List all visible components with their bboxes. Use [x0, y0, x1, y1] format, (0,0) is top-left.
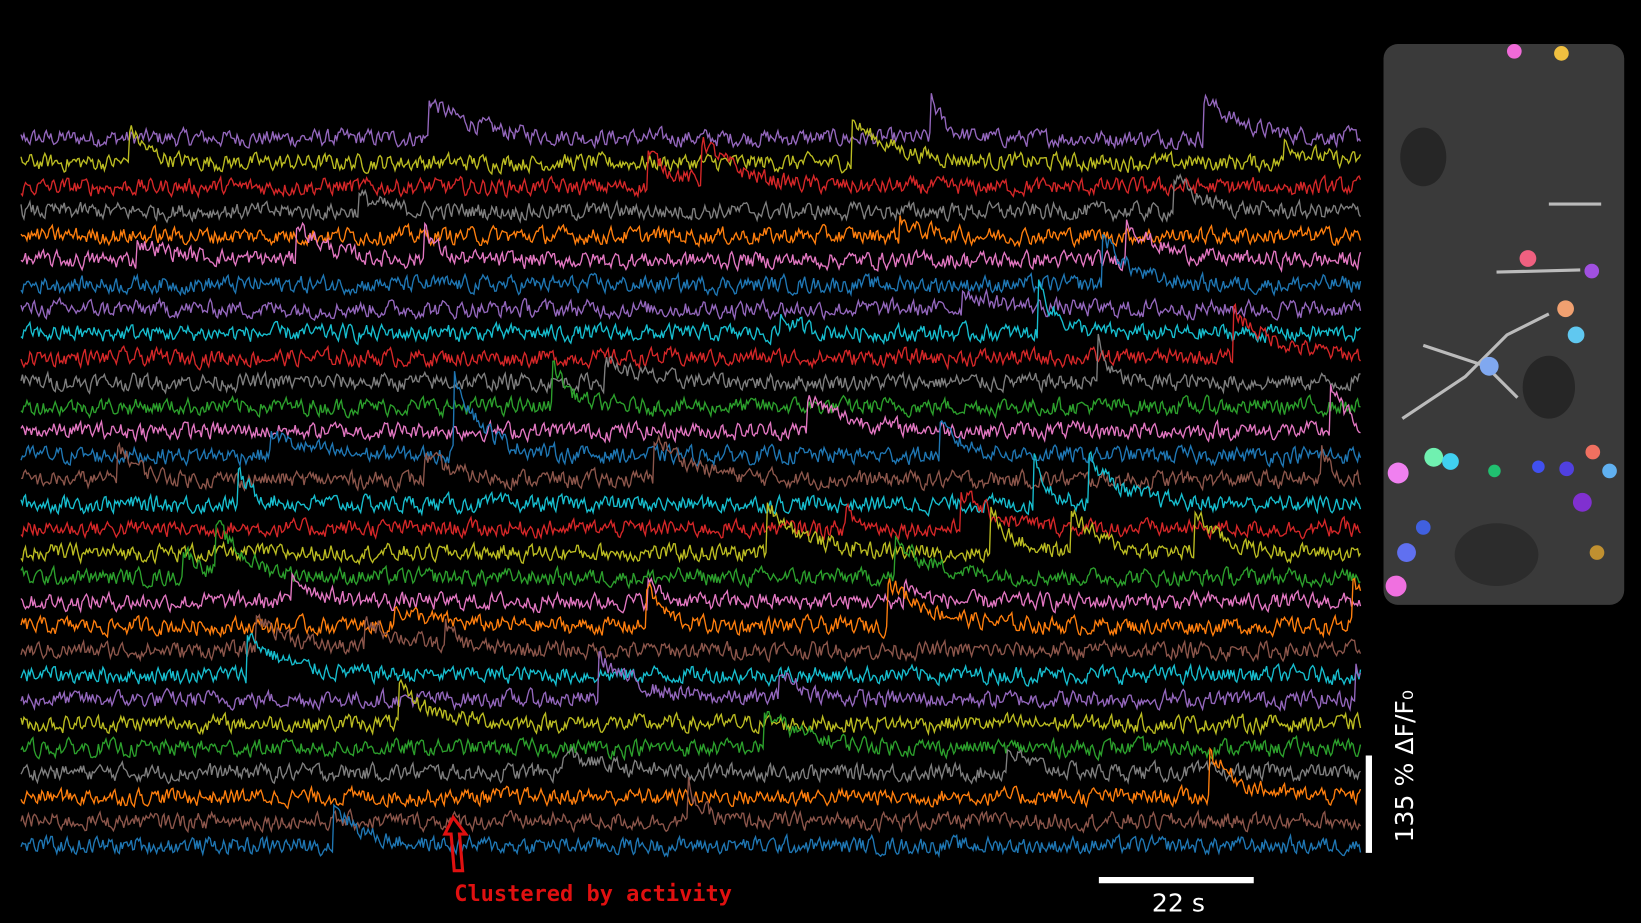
- cell: [1387, 462, 1409, 484]
- trace: [20, 746, 1362, 810]
- trace: [20, 360, 1361, 420]
- trace: [20, 678, 1362, 737]
- trace: [20, 219, 1362, 273]
- trace: [20, 279, 1361, 346]
- trace: [20, 234, 1362, 298]
- trace: [20, 777, 1362, 834]
- cell: [1572, 492, 1592, 512]
- cell: [1559, 461, 1574, 477]
- trace: [20, 632, 1362, 688]
- field-of-view: [1383, 43, 1625, 605]
- annotation: Clustered by activity: [454, 882, 732, 907]
- arrow: [442, 814, 469, 873]
- cell: [1479, 356, 1499, 376]
- dark-region: [1522, 355, 1576, 419]
- cell: [1567, 326, 1585, 344]
- cell: [1554, 46, 1569, 61]
- trace: [20, 745, 1361, 785]
- traces: [20, 93, 1362, 859]
- cell: [1589, 545, 1605, 560]
- cell: [1442, 453, 1459, 470]
- cell: [1385, 575, 1407, 597]
- dark-region: [1454, 523, 1539, 587]
- trace: [20, 651, 1362, 713]
- cell: [1397, 543, 1416, 562]
- cell: [1584, 263, 1600, 279]
- dark-region: [1400, 127, 1447, 187]
- trace: [20, 571, 1362, 614]
- trace: [20, 803, 1362, 859]
- cell: [1506, 43, 1522, 59]
- trace: [20, 302, 1362, 371]
- trace: [20, 287, 1362, 322]
- cell: [1532, 460, 1545, 474]
- amplitude-label: 135 % ΔF/F₀: [1390, 690, 1419, 842]
- trace: [20, 577, 1362, 640]
- cell: [1585, 444, 1601, 460]
- trace: [20, 333, 1361, 395]
- trace: [20, 371, 1362, 469]
- cell: [1488, 464, 1501, 478]
- cell: [1415, 520, 1431, 535]
- trace: [20, 450, 1362, 517]
- trace: [20, 613, 1362, 664]
- trace: [20, 119, 1362, 176]
- time-label: 22 s: [1152, 888, 1205, 917]
- trace: [20, 490, 1361, 541]
- cell: [1602, 463, 1617, 479]
- trace: [20, 384, 1361, 444]
- cell: [1557, 300, 1574, 318]
- trace: [20, 520, 1361, 590]
- trace: [20, 502, 1362, 566]
- cell: [1424, 447, 1444, 467]
- trace: [20, 173, 1362, 224]
- trace: [20, 136, 1362, 199]
- trace: [20, 711, 1362, 762]
- cell: [1519, 250, 1537, 267]
- trace: [20, 93, 1362, 150]
